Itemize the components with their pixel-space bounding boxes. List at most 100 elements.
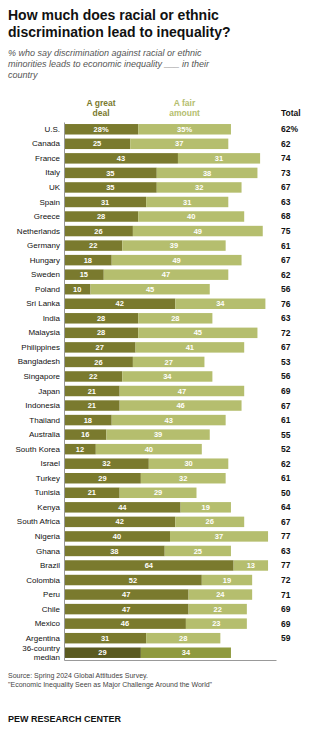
bar bbox=[64, 211, 138, 221]
total-label: 67 bbox=[281, 182, 291, 192]
data-label: 31 bbox=[183, 198, 191, 207]
data-label: 47 bbox=[122, 590, 130, 599]
total-label: 56 bbox=[281, 371, 291, 381]
text-line: South Africa bbox=[17, 517, 61, 526]
total-label: 74 bbox=[281, 153, 291, 163]
total-label: 61 bbox=[281, 415, 291, 425]
bar bbox=[138, 211, 244, 221]
data-label: 47 bbox=[162, 270, 170, 279]
bar bbox=[64, 255, 112, 265]
bar bbox=[186, 618, 247, 628]
tick: Singapore bbox=[24, 372, 61, 381]
tick-label: Greece bbox=[34, 212, 61, 221]
tick-label: Japan bbox=[38, 387, 60, 396]
chart: How much does racial or ethnicdiscrimina… bbox=[0, 0, 310, 750]
data-label: 25 bbox=[194, 547, 202, 556]
tick-label: Colombia bbox=[26, 576, 60, 585]
bar bbox=[64, 269, 104, 279]
tick: Kenya bbox=[37, 503, 60, 512]
total-label: 76 bbox=[281, 299, 291, 309]
tick: France bbox=[35, 154, 60, 163]
tick-label: Australia bbox=[29, 430, 61, 439]
data-label: 45 bbox=[146, 285, 154, 294]
data-label: 21 bbox=[88, 488, 96, 497]
data-label: 31 bbox=[101, 198, 109, 207]
total-label: 63 bbox=[281, 546, 291, 556]
bar bbox=[64, 182, 157, 192]
bar bbox=[138, 313, 212, 323]
data-label: 29 bbox=[98, 648, 106, 657]
bar bbox=[64, 313, 138, 323]
tick: 36-countrymedian bbox=[22, 644, 60, 662]
text-line: Source: Spring 2024 Global Attitudes Sur… bbox=[8, 672, 148, 680]
legend-entry: A fairamount bbox=[169, 98, 200, 118]
bar bbox=[189, 604, 247, 614]
total-label: 73 bbox=[281, 168, 291, 178]
total-label: 67 bbox=[281, 401, 291, 411]
total-label: 72 bbox=[281, 575, 291, 585]
tick-label: Sweden bbox=[31, 270, 60, 279]
data-label: 64 bbox=[145, 561, 154, 570]
data-labels: 28%2543353531282622181510422828272622212… bbox=[73, 125, 255, 657]
bar bbox=[189, 589, 253, 599]
text-line: Japan bbox=[38, 387, 60, 396]
data-label: 43 bbox=[165, 416, 173, 425]
bar bbox=[64, 546, 165, 556]
data-label: 28 bbox=[97, 314, 105, 323]
data-label: 42 bbox=[115, 299, 123, 308]
data-label: 29 bbox=[154, 488, 162, 497]
tick: UK bbox=[49, 183, 61, 192]
bar bbox=[91, 284, 210, 294]
bar bbox=[64, 429, 106, 439]
bar bbox=[178, 153, 260, 163]
data-label: 38 bbox=[203, 169, 211, 178]
text-line: Sweden bbox=[31, 270, 60, 279]
bar bbox=[122, 240, 225, 250]
bar bbox=[157, 168, 258, 178]
bar bbox=[175, 299, 265, 309]
bar bbox=[64, 226, 133, 236]
data-label: 12 bbox=[76, 445, 84, 454]
series bbox=[91, 124, 269, 658]
total-label: 50 bbox=[281, 488, 291, 498]
tick-label: Ghana bbox=[36, 547, 61, 556]
text-line: Germany bbox=[27, 241, 60, 250]
bar bbox=[64, 400, 120, 410]
data-label: 18 bbox=[84, 416, 92, 425]
bar bbox=[64, 357, 133, 367]
bar bbox=[64, 531, 170, 541]
data-label: 49 bbox=[172, 256, 180, 265]
text-line: % who say discrimination against racial … bbox=[8, 48, 202, 58]
bar bbox=[64, 168, 157, 178]
text-line: discrimination lead to inequality? bbox=[8, 24, 230, 40]
text-line: Mexico bbox=[35, 619, 61, 628]
bar bbox=[64, 473, 141, 483]
tick: Ghana bbox=[36, 547, 61, 556]
tick-label: Peru bbox=[43, 590, 60, 599]
bar bbox=[149, 458, 229, 468]
data-label: 22 bbox=[89, 241, 97, 250]
bar bbox=[96, 444, 202, 454]
text-line: Brazil bbox=[40, 561, 60, 570]
bar bbox=[106, 429, 209, 439]
source: Source: Spring 2024 Global Attitudes Sur… bbox=[8, 672, 213, 689]
tick: Spain bbox=[40, 198, 60, 207]
total-label: 63 bbox=[281, 197, 291, 207]
tick-label: Netherlands bbox=[17, 227, 60, 236]
tick-label: Israel bbox=[40, 459, 60, 468]
tick-label: Turkey bbox=[36, 474, 60, 483]
text-line: Bangladesh bbox=[18, 357, 60, 366]
tick-label: 36-countrymedian bbox=[22, 644, 60, 662]
data-label: 32 bbox=[195, 183, 203, 192]
tick: South Korea bbox=[16, 445, 61, 454]
tick-label: Indonesia bbox=[25, 401, 60, 410]
text-line: Malaysia bbox=[28, 328, 60, 337]
tick: Japan bbox=[38, 387, 60, 396]
text-line: Spain bbox=[40, 198, 60, 207]
bar bbox=[133, 226, 263, 236]
tick: Netherlands bbox=[17, 227, 60, 236]
text-line: Netherlands bbox=[17, 227, 60, 236]
tick: Nigeria bbox=[35, 532, 61, 541]
tick: Poland bbox=[35, 285, 60, 294]
data-label: 35 bbox=[106, 183, 114, 192]
